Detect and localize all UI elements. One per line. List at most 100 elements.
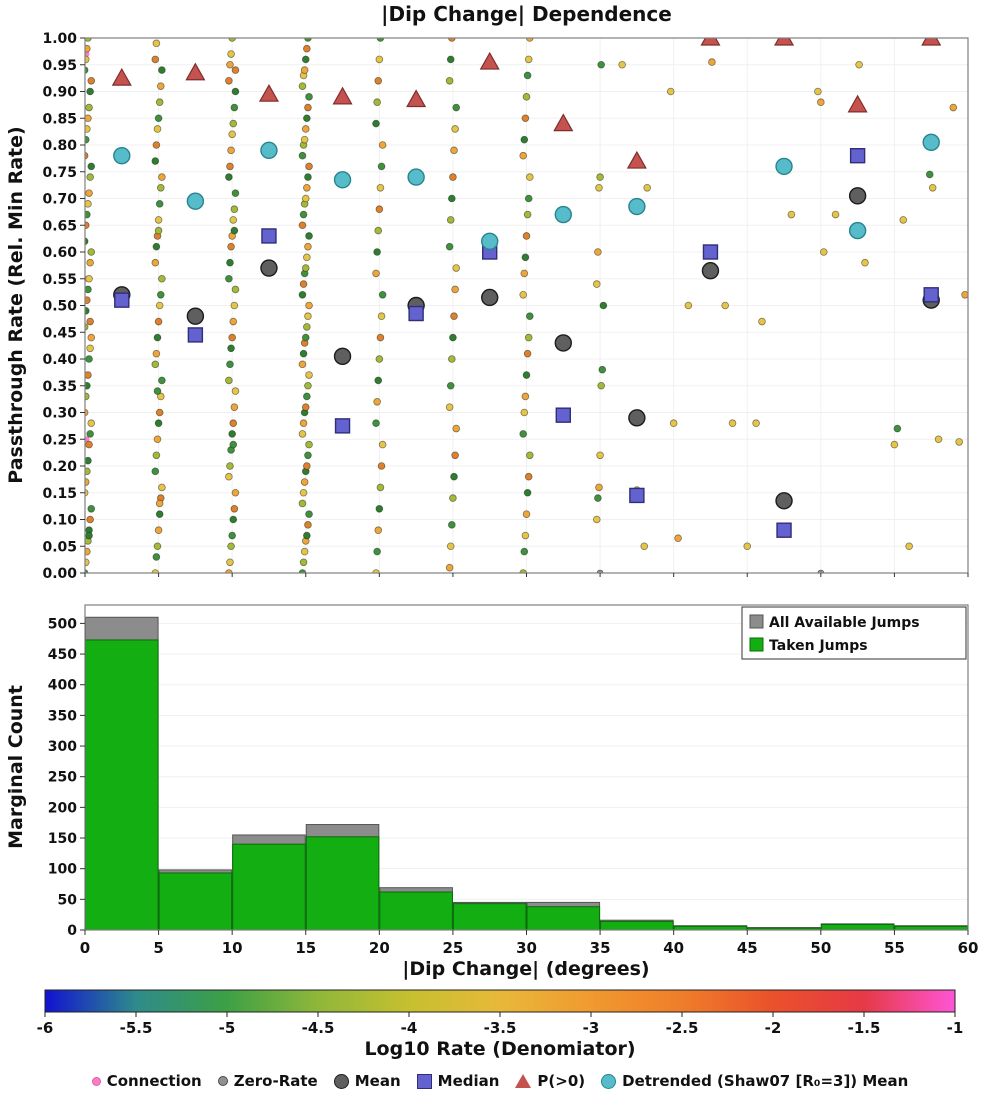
scatter-point (158, 66, 166, 74)
y-tick-label: 0.50 (42, 299, 77, 315)
scatter-point (934, 435, 943, 444)
scatter-point (230, 205, 239, 214)
scatter-point (299, 210, 308, 219)
bar-taken-jumps (820, 923, 895, 931)
scatter-point (156, 184, 165, 192)
median-marker (334, 418, 351, 434)
scatter-point (301, 264, 310, 272)
scatter-point (303, 323, 311, 331)
scatter-point (831, 210, 840, 219)
x-tick-label: 60 (958, 939, 979, 957)
detrended-marker (407, 168, 425, 186)
legend-item: Detrended (Shaw07 [R₀=3]) Mean (601, 1072, 908, 1090)
scatter-point (228, 130, 236, 139)
bar-taken-jumps (305, 836, 380, 931)
mean-marker (628, 409, 646, 427)
mean-marker (775, 492, 793, 510)
colorbar-tick-label: -3 (583, 1019, 600, 1037)
scatter-point (154, 419, 163, 428)
scatter-point (592, 515, 601, 524)
scatter-point (595, 184, 603, 192)
bar-legend: All Available Jumps Taken Jumps (741, 606, 967, 660)
y-tick-label: 350 (48, 708, 77, 724)
pgt0-marker (185, 62, 206, 81)
scatter-point (154, 216, 163, 224)
x-tick-label: 55 (884, 939, 905, 957)
scatter-point (299, 419, 308, 428)
scatter-point (955, 438, 963, 446)
scatter-point (450, 312, 458, 321)
scatter-point (151, 157, 160, 165)
median-marker (187, 327, 204, 343)
scatter-point (85, 103, 93, 112)
pgt0-marker (774, 38, 795, 46)
scatter-point (231, 87, 240, 96)
scatter-point (373, 397, 381, 406)
scatter-point (372, 419, 380, 428)
scatter-point (155, 499, 164, 508)
colorbar-ticks: -6 -5.5 -5 -4.5 -4 -3.5 -3 -2.5 -2 -1.5 -1 (37, 1012, 964, 1037)
scatter-point (303, 531, 311, 540)
scatter-point (524, 472, 533, 481)
scatter-point (522, 371, 531, 379)
connection-marker-icon (91, 1076, 101, 1086)
y-tick-label: 150 (48, 831, 77, 847)
legend-label: Connection (106, 1072, 202, 1090)
pgt0-marker (553, 113, 574, 132)
scatter-point (85, 114, 92, 123)
scatter-point (86, 515, 94, 524)
scatter-point (374, 526, 383, 534)
scatter-point (85, 285, 92, 294)
scatter-point (300, 547, 309, 556)
scatter-point (85, 210, 91, 219)
chart-title: |Dip Change| Dependence (381, 2, 672, 26)
mean-marker (333, 347, 352, 366)
y-axis-label-bar: Marginal Count (5, 685, 27, 849)
mean-marker (186, 307, 205, 325)
pgt0-marker (700, 38, 721, 46)
scatter-point (158, 483, 166, 492)
median-marker (629, 487, 645, 504)
detrended-marker (481, 232, 499, 251)
scatter-point (526, 38, 534, 42)
scatter-point (87, 162, 96, 171)
median-marker (114, 292, 130, 308)
scatter-point (594, 248, 602, 256)
detrended-marker (186, 192, 205, 210)
y-tick-label: 450 (48, 647, 77, 663)
scatter-point (449, 333, 457, 342)
detrended-marker (848, 221, 867, 240)
scatter-point (230, 103, 239, 112)
scatter-point (226, 360, 234, 369)
scatter-point (304, 381, 312, 390)
bar-taken-jumps (379, 891, 453, 931)
scatter-point (298, 430, 307, 438)
pgt0-marker (406, 89, 427, 108)
scatter-point (230, 403, 239, 411)
scatter-point (228, 531, 236, 540)
scatter-point (86, 344, 94, 353)
scatter-point (87, 333, 96, 342)
y-tick-label: 50 (58, 892, 78, 908)
colorbar-tick-label: -1 (947, 1019, 964, 1037)
connection-point (85, 436, 90, 443)
colorbar-tick-label: -6 (37, 1019, 54, 1037)
marker-legend: Connection Zero-Rate Mean Median P(>0) Detren… (0, 1072, 1000, 1090)
bar-taken-jumps (158, 872, 233, 931)
legend-item: P(>0) (515, 1072, 585, 1090)
scatter-point (226, 462, 234, 470)
scatter-point (304, 173, 312, 181)
scatter-point (669, 419, 678, 428)
scatter-point (85, 531, 93, 540)
legend-label: Mean (354, 1072, 401, 1090)
y-tick-label: 0.40 (42, 352, 77, 368)
scatter-point (298, 221, 307, 230)
scatter-point (376, 333, 385, 342)
scatter-point (522, 93, 531, 101)
scatter-point (594, 494, 602, 502)
scatter-point (155, 98, 164, 106)
scatter-point (85, 38, 92, 42)
scatter-point (301, 125, 310, 133)
scatter-point (450, 472, 458, 481)
scatter-point (298, 290, 307, 299)
